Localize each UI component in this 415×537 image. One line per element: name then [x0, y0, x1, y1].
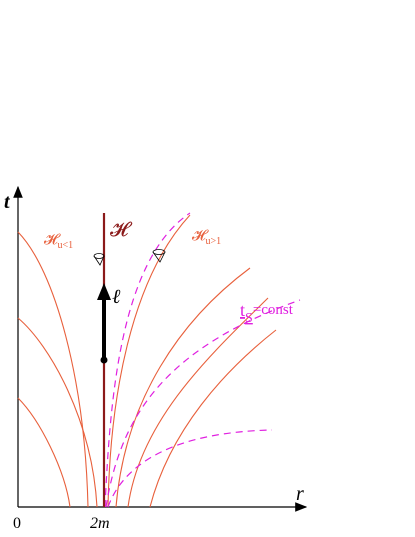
outer-curve	[127, 297, 269, 508]
r-axis-label: r	[296, 483, 304, 505]
tick-label: 2m	[90, 515, 110, 532]
worldline-arrow	[97, 283, 111, 300]
t-axis-label: t	[4, 191, 11, 213]
worldline-label: ℓ	[112, 286, 121, 308]
outer-curve	[107, 214, 191, 508]
outer-label: 𝓗u>1	[192, 228, 221, 247]
outer-curve	[115, 267, 251, 508]
label-rest: =const	[253, 302, 294, 318]
worldline-start	[100, 356, 108, 364]
inner-curve	[17, 317, 98, 508]
time-slice	[107, 429, 273, 508]
label-base: 𝓗	[192, 228, 209, 244]
time-slice	[104, 212, 191, 508]
label-sub: S	[245, 311, 253, 326]
label-base: t	[240, 300, 245, 320]
label-base: 𝓗	[44, 232, 61, 248]
outer-curve	[149, 329, 277, 508]
tick-label: 0	[13, 515, 21, 532]
inner-curve	[17, 231, 89, 508]
inner-curve	[17, 397, 71, 508]
light-cone	[93, 253, 105, 266]
label-sub: u<1	[58, 240, 74, 251]
light-cone	[152, 249, 166, 263]
horizon-label: 𝓗	[110, 219, 133, 241]
inner-label: 𝓗u<1	[44, 232, 73, 251]
label-sub: u>1	[206, 236, 222, 247]
time-slice-label: tS=const	[240, 300, 294, 326]
